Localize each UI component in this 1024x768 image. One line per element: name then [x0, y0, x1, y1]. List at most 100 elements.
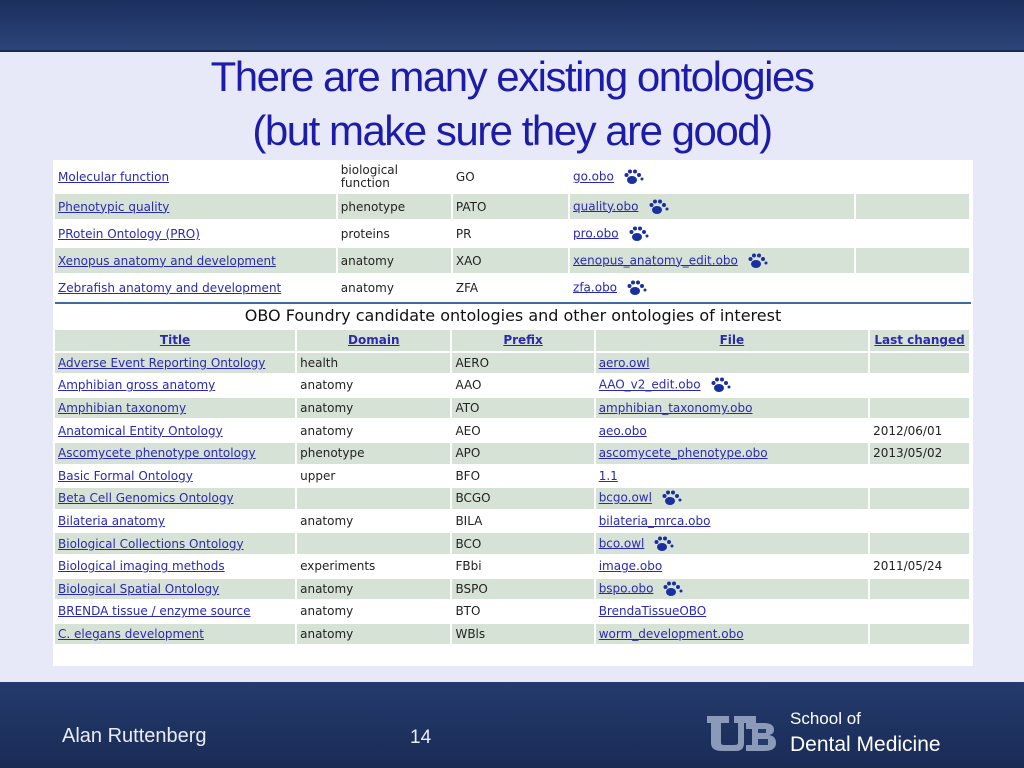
ontology-file-link[interactable]: zfa.obo — [573, 280, 618, 294]
ontology-title-link[interactable]: Bilateria anatomy — [58, 514, 165, 529]
extra-cell — [856, 162, 969, 192]
ontology-domain — [297, 533, 451, 554]
last-changed — [870, 397, 969, 419]
last-changed: 2012/06/01 — [873, 423, 943, 438]
ontology-title-link[interactable]: Biological imaging methods — [58, 559, 225, 574]
last-changed — [870, 623, 969, 645]
table-row: Phenotypic quality phenotype PATO quality.o… — [55, 194, 969, 219]
ontology-prefix: GO — [455, 170, 475, 184]
table-row: Beta Cell Genomics Ontology BCGO bcgo.owl — [55, 488, 969, 509]
ontology-title-link[interactable]: Biological Spatial Ontology — [55, 578, 296, 600]
ontology-file-link[interactable]: bspo.obo — [598, 581, 654, 596]
last-changed: 2013/05/02 — [870, 442, 969, 464]
extra-cell — [855, 248, 969, 273]
last-changed — [870, 352, 969, 374]
ontology-file-cell: aeo.obo — [596, 420, 868, 441]
table-row: Molecular function biological function GO g… — [55, 162, 969, 192]
column-header-domain[interactable]: Domain — [297, 330, 451, 351]
ontology-file-link[interactable]: AAO_v2_edit.obo — [598, 377, 701, 392]
ontology-prefix: AEO — [455, 423, 481, 438]
paw-icon — [627, 280, 647, 296]
extra-cell — [856, 221, 969, 246]
ontology-file-cell: worm_development.obo — [595, 623, 869, 645]
ontology-prefix: FBbi — [455, 559, 482, 574]
ontology-title-link[interactable]: Anatomical Entity Ontology — [58, 423, 223, 438]
column-header-title[interactable]: Title — [55, 330, 296, 351]
ontology-file-link[interactable]: xenopus_anatomy_edit.obo — [573, 253, 738, 267]
ontology-title-link[interactable]: Biological Collections Ontology — [55, 533, 296, 554]
ontology-prefix: BCO — [452, 533, 594, 554]
ontology-domain: anatomy — [300, 378, 354, 393]
ontology-file-link[interactable]: bco.owl — [598, 536, 645, 551]
ontology-title-link[interactable]: C. elegans development — [55, 623, 296, 645]
ontology-title-link[interactable]: Molecular function — [58, 170, 170, 184]
ontology-file-link[interactable]: go.obo — [573, 169, 614, 184]
ontology-file-link[interactable]: pro.obo — [573, 226, 619, 240]
table-row: Biological Spatial Ontology anatomy BSPO bs… — [55, 578, 969, 600]
ontology-file-cell: bco.owl — [595, 533, 869, 554]
title-line-2: (but make sure they are good) — [252, 107, 773, 154]
column-header-file[interactable]: File — [595, 330, 869, 351]
ontology-file-link[interactable]: 1.1 — [598, 468, 618, 483]
ontology-title-link[interactable]: Basic Formal Ontology — [58, 468, 193, 483]
ontology-file-link[interactable]: amphibian_taxonomy.obo — [598, 401, 753, 416]
ontology-prefix: XAO — [452, 248, 569, 273]
ontology-file-link[interactable]: bilateria_mrca.obo — [598, 514, 711, 529]
ontology-prefix: ZFA — [455, 280, 479, 295]
ontology-file-link[interactable]: ascomycete_phenotype.obo — [598, 446, 768, 461]
ontology-domain: anatomy — [340, 280, 394, 295]
ontology-title-link[interactable]: Amphibian taxonomy — [55, 397, 296, 419]
ontology-file-link[interactable]: aeo.obo — [598, 423, 647, 438]
ontology-file-cell: BrendaTissueOBO — [596, 601, 868, 622]
school-name: School of Dental Medicine — [790, 706, 941, 758]
paw-icon — [649, 199, 669, 215]
ontology-title-link[interactable]: Amphibian gross anatomy — [58, 378, 216, 393]
ontology-title-link[interactable]: Adverse Event Reporting Ontology — [55, 352, 296, 374]
ontology-title-link[interactable]: Zebrafish anatomy and development — [58, 280, 282, 295]
ontology-domain: upper — [300, 468, 336, 483]
ontology-file-cell: ascomycete_phenotype.obo — [595, 442, 869, 464]
ontology-title-link[interactable]: Phenotypic quality — [55, 194, 336, 219]
ontology-title-link[interactable]: Ascomycete phenotype ontology — [55, 442, 296, 464]
ontology-file-link[interactable]: BrendaTissueOBO — [598, 604, 707, 619]
column-header-last-changed[interactable]: Last changed — [870, 330, 969, 351]
footer-bar — [0, 682, 1024, 768]
ontology-file-cell: pro.obo — [570, 221, 854, 246]
ontology-file-link[interactable]: bcgo.owl — [598, 490, 652, 505]
ontology-file-link[interactable]: worm_development.obo — [598, 627, 744, 642]
ontology-domain: health — [297, 352, 451, 374]
ontology-title-link[interactable]: Beta Cell Genomics Ontology — [55, 488, 296, 509]
ontology-file-link[interactable]: image.obo — [598, 559, 663, 574]
paw-icon — [662, 490, 682, 506]
ontology-domain: anatomy — [297, 397, 451, 419]
ontology-file-link[interactable]: quality.obo — [573, 199, 639, 213]
author-name: Alan Ruttenberg — [62, 725, 207, 747]
ontology-prefix: BSPO — [452, 578, 594, 600]
ontology-domain: anatomy — [297, 578, 451, 600]
extra-cell — [856, 275, 969, 300]
ontology-domain: anatomy — [337, 248, 451, 273]
last-changed: 2011/05/24 — [873, 559, 943, 574]
paw-icon — [629, 226, 649, 242]
table-row: PRotein Ontology (PRO) proteins PR pro.obo — [55, 221, 969, 246]
ontology-file-link[interactable]: aero.owl — [598, 355, 650, 370]
ontology-title-link[interactable]: Xenopus anatomy and development — [55, 248, 336, 273]
extra-cell — [855, 194, 969, 219]
slide-title: There are many existing ontologies (but … — [0, 50, 1024, 160]
table-row: Ascomycete phenotype ontology phenotype AP… — [55, 442, 969, 464]
school-line-2: Dental Medicine — [790, 733, 941, 756]
ontology-prefix: APO — [452, 442, 594, 464]
ontology-title-link[interactable]: PRotein Ontology (PRO) — [58, 226, 200, 241]
title-line-1: There are many existing ontologies — [210, 53, 815, 100]
ontology-file-cell: image.obo — [596, 556, 868, 577]
ontology-domain: phenotype — [337, 194, 451, 219]
ontology-domain: anatomy — [300, 514, 354, 529]
candidate-table-heading: OBO Foundry candidate ontologies and oth… — [244, 306, 782, 325]
ontology-prefix: AAO — [455, 378, 482, 393]
candidate-ontologies-table: Title Domain Prefix File Last changed Advers… — [53, 328, 971, 646]
ontology-file-cell: quality.obo — [570, 194, 854, 219]
ontology-domain: anatomy — [300, 423, 354, 438]
school-line-1: School of — [790, 709, 861, 728]
column-header-prefix[interactable]: Prefix — [452, 330, 594, 351]
ontology-title-link[interactable]: BRENDA tissue / enzyme source — [58, 604, 251, 619]
